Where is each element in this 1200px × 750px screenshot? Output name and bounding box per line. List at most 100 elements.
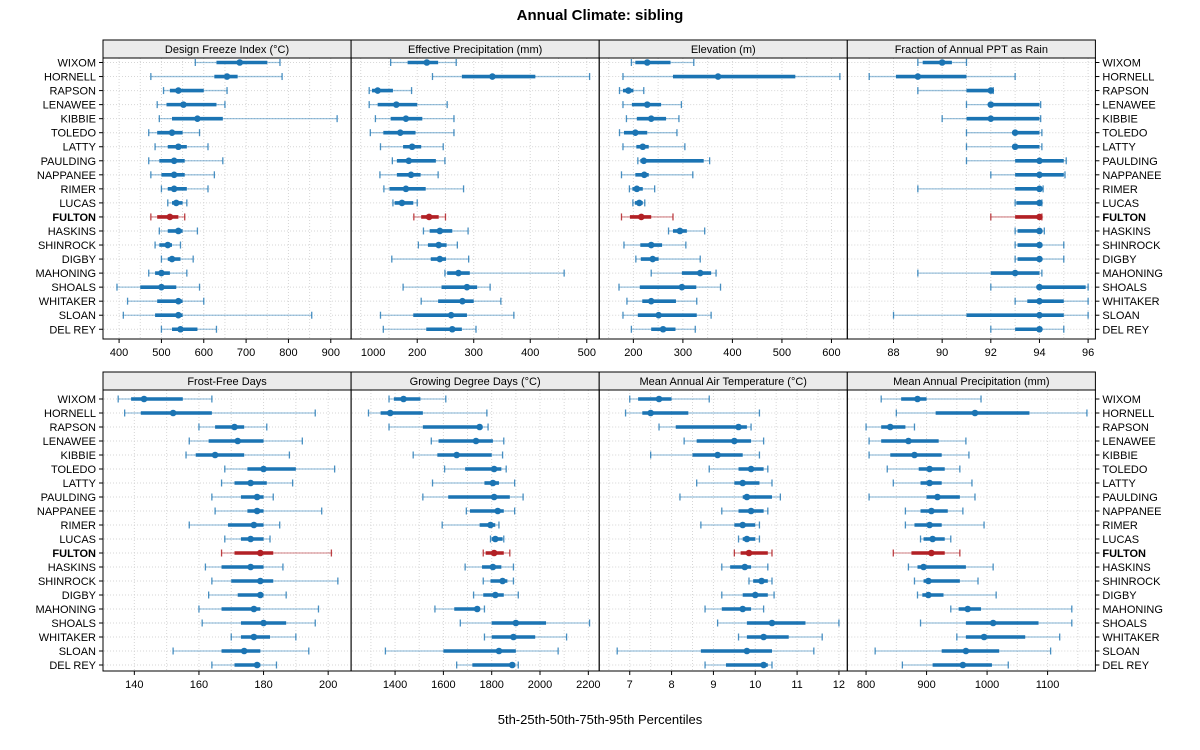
station-label-left: HASKINS xyxy=(48,226,96,238)
median-dot xyxy=(489,73,496,80)
median-dot xyxy=(487,521,494,529)
station-row-marks-wixom xyxy=(880,395,982,403)
x-tick-label: 2200 xyxy=(576,679,600,691)
panel-border xyxy=(846,57,1096,340)
x-tick-label: 600 xyxy=(195,347,213,359)
station-row-marks-paulding xyxy=(211,493,274,501)
median-dot xyxy=(1036,241,1043,249)
station-row-marks-paulding xyxy=(148,157,224,165)
x-tick-label: 500 xyxy=(773,347,791,359)
station-row-marks-mahoning xyxy=(704,605,765,613)
station-row-marks-whitaker xyxy=(126,297,205,305)
station-label-right: LUCAS xyxy=(1102,534,1139,546)
median-dot xyxy=(647,409,654,417)
median-dot xyxy=(1036,283,1043,291)
median-dot xyxy=(250,633,258,641)
station-row-marks-nappanee xyxy=(214,507,323,515)
median-dot xyxy=(405,157,413,165)
station-label-right: WHITAKER xyxy=(1102,296,1159,308)
station-label-right: LUCAS xyxy=(1102,198,1139,210)
station-row-marks-wixom xyxy=(117,395,213,403)
station-label-right: LENAWEE xyxy=(1102,100,1155,112)
median-dot xyxy=(655,395,663,403)
station-row-marks-shinrock xyxy=(211,577,339,585)
median-dot xyxy=(741,563,749,571)
station-row-marks-latty xyxy=(965,143,1043,151)
median-dot xyxy=(175,311,182,319)
median-dot xyxy=(1036,325,1043,333)
station-row-marks-lucas xyxy=(737,535,761,543)
median-dot xyxy=(747,507,755,515)
x-tick-label: 200 xyxy=(319,679,337,691)
median-dot xyxy=(247,535,254,543)
station-row-marks-paulding xyxy=(679,493,782,501)
x-tick-label: 900 xyxy=(322,347,340,359)
station-row-marks-haskins xyxy=(1014,227,1045,235)
x-tick-label: 12 xyxy=(833,679,845,691)
station-label-right: TOLEDO xyxy=(1102,128,1147,140)
median-dot xyxy=(714,451,721,459)
station-row-marks-digby xyxy=(916,591,997,599)
station-row-marks-fulton xyxy=(150,213,186,221)
station-row-marks-paulding xyxy=(391,157,446,165)
station-row-marks-hornell xyxy=(123,409,316,417)
station-row-marks-nappanee xyxy=(721,507,769,515)
x-tick-label: 1100 xyxy=(1036,679,1060,691)
station-row-marks-sloan xyxy=(874,647,1052,655)
station-row-marks-digby xyxy=(635,255,701,263)
panel-title: Mean Annual Air Temperature (°C) xyxy=(640,376,807,388)
median-dot xyxy=(758,577,765,585)
median-dot xyxy=(760,661,767,669)
median-dot xyxy=(743,535,751,543)
station-row-marks-lenawee xyxy=(622,101,683,109)
station-label-right: HASKINS xyxy=(1102,562,1150,574)
x-tick-label: 94 xyxy=(1033,347,1045,359)
x-tick-label: 1400 xyxy=(383,679,407,691)
median-dot xyxy=(447,311,455,319)
station-row-marks-mahoning xyxy=(148,269,188,277)
station-row-marks-rapson xyxy=(618,87,645,95)
station-row-marks-rapson xyxy=(658,423,752,431)
station-row-marks-hornell xyxy=(367,409,488,417)
median-dot xyxy=(959,661,967,669)
median-dot xyxy=(170,171,178,179)
station-row-marks-lenawee xyxy=(868,437,967,445)
median-dot xyxy=(1036,171,1043,179)
station-row-marks-wixom xyxy=(388,395,447,403)
x-tick-label: 9 xyxy=(710,679,716,691)
station-row-marks-sloan xyxy=(384,647,559,655)
station-label-right: NAPPANEE xyxy=(1102,506,1161,518)
panel-title: Design Freeze Index (°C) xyxy=(165,44,289,56)
station-label-left: WHITAKER xyxy=(39,296,96,308)
median-dot xyxy=(407,171,415,179)
x-tick-label: 500 xyxy=(152,347,170,359)
median-dot xyxy=(920,563,927,571)
x-tick-label: 90 xyxy=(936,347,948,359)
median-dot xyxy=(448,325,456,333)
median-dot xyxy=(971,409,979,417)
station-row-marks-rapson xyxy=(865,423,916,431)
station-row-marks-hornell xyxy=(431,73,591,81)
median-dot xyxy=(914,73,922,80)
station-row-marks-del-rey xyxy=(630,325,696,333)
station-label-right: SHOALS xyxy=(1102,618,1147,630)
station-row-marks-latty xyxy=(431,479,516,487)
station-row-marks-nappanee xyxy=(620,171,694,179)
x-tick-label: 88 xyxy=(887,347,899,359)
station-label-left: SLOAN xyxy=(59,646,96,658)
median-dot xyxy=(637,213,645,221)
median-dot xyxy=(170,185,178,193)
station-label-right: KIBBIE xyxy=(1102,450,1137,462)
x-tick-label: 1000 xyxy=(361,347,385,359)
median-dot xyxy=(158,283,165,291)
median-dot xyxy=(929,535,936,543)
station-label-left: PAULDING xyxy=(41,492,96,504)
footer-caption: 5th-25th-50th-75th-95th Percentiles xyxy=(497,712,703,727)
panel-growing-degree-days-c: Growing Degree Days (°C) 1400 1600 1800 2000… xyxy=(350,371,601,691)
station-label-right: NAPPANEE xyxy=(1102,170,1161,182)
median-dot xyxy=(987,115,995,122)
station-label-left: MAHONING xyxy=(36,604,97,616)
median-dot xyxy=(492,591,499,599)
station-label-right: LATTY xyxy=(1102,142,1136,154)
x-tick-label: 1000 xyxy=(975,679,999,691)
